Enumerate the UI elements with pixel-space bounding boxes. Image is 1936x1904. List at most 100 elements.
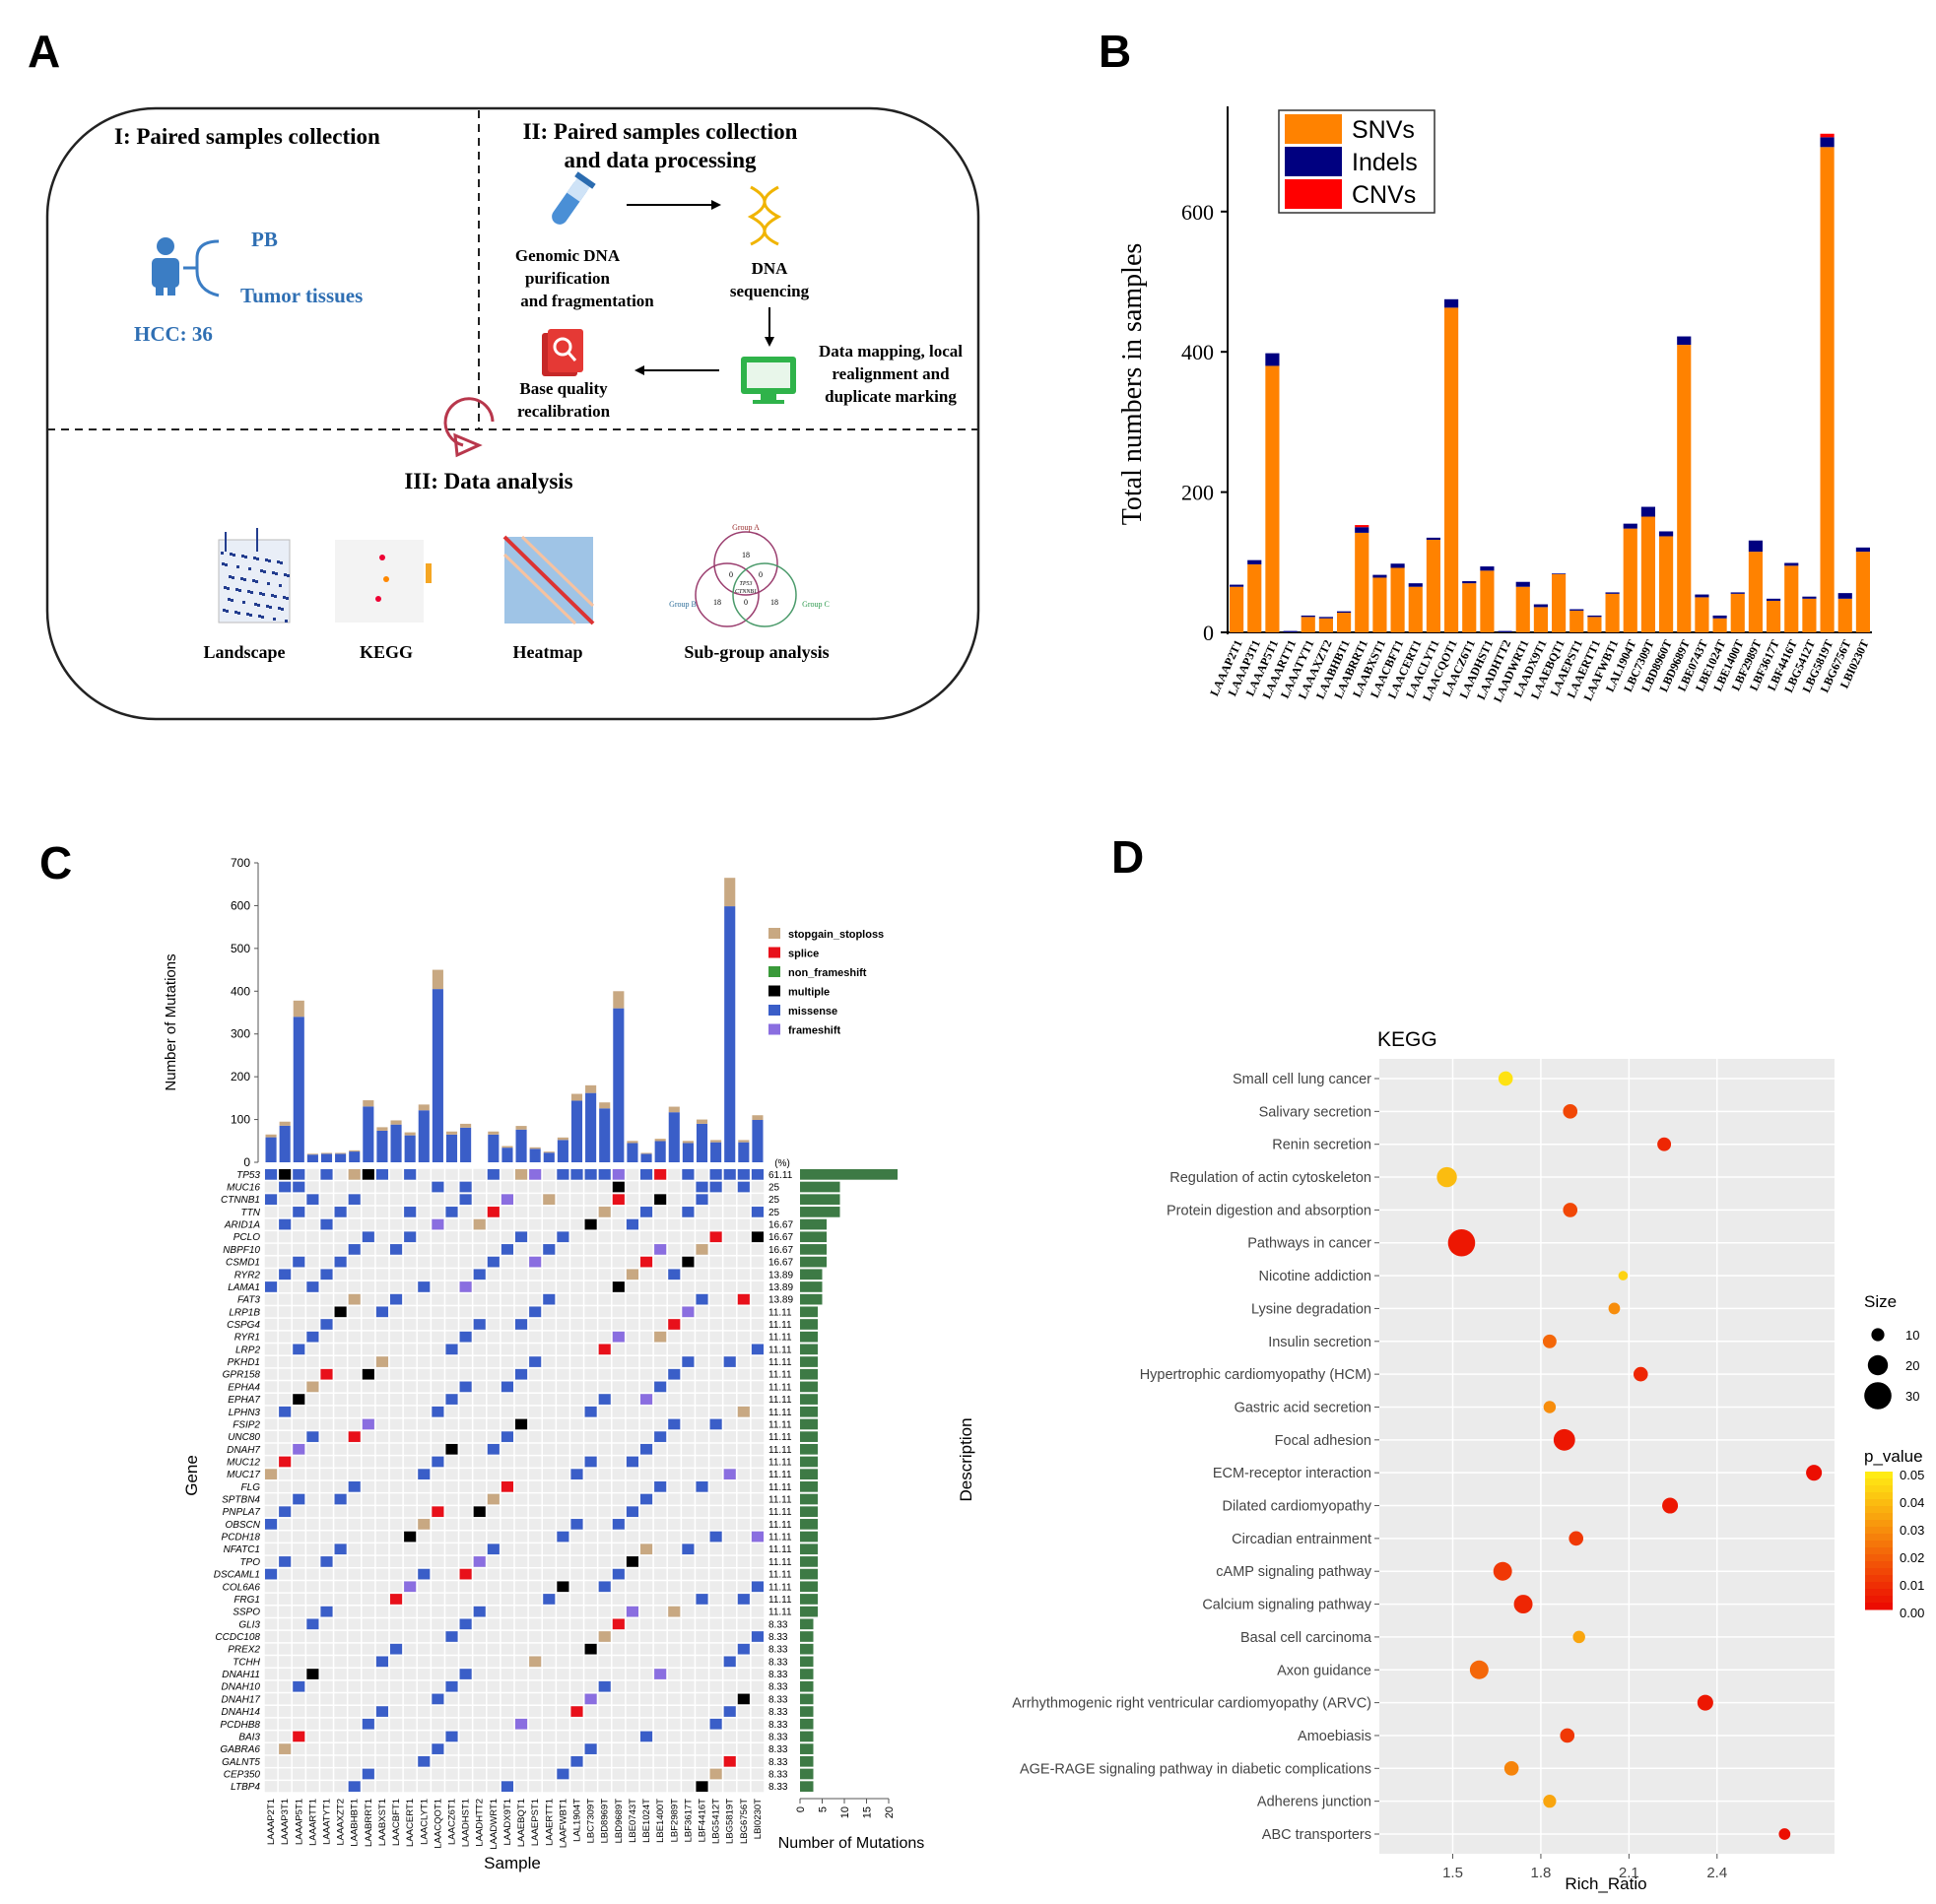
term-label: Adherens junction: [1257, 1795, 1371, 1810]
mutation-cell: [362, 1718, 374, 1730]
mutation-cell: [501, 1381, 513, 1393]
sample-bar-missense: [265, 1137, 277, 1162]
gene-label: LTBP4: [231, 1782, 260, 1793]
mutation-cell: [598, 1394, 611, 1405]
sample-bar-missense: [640, 1153, 652, 1162]
enrichment-point: [1493, 1561, 1512, 1581]
landscape-cell: [260, 569, 263, 572]
gene-label: PCDHB8: [220, 1720, 260, 1731]
landscape-cell: [275, 572, 278, 575]
panel-b-ylabel: Total numbers in samples: [1117, 243, 1148, 526]
mutation-cell: [737, 1643, 750, 1655]
mutation-cell: [682, 1169, 695, 1180]
gene-percent: 25: [768, 1183, 780, 1194]
mutation-cell: [612, 1181, 625, 1193]
sample-bar-missense: [654, 1141, 666, 1162]
kegg-thumbnail: [335, 540, 432, 623]
gene-label: MUC16: [227, 1183, 260, 1194]
mutation-cell: [696, 1293, 708, 1305]
x-tick-label: 2.4: [1706, 1865, 1727, 1881]
gene-percent: 61.11: [768, 1170, 793, 1181]
gene-count-bar: [800, 1543, 818, 1555]
mutation-cell: [404, 1531, 417, 1543]
mutation-cell: [473, 1319, 486, 1330]
mutation-cell: [612, 1281, 625, 1292]
gene-label: DNAH14: [222, 1707, 261, 1718]
venn-number: 0: [744, 598, 748, 607]
sample-bar-stopgain: [710, 1140, 722, 1143]
enrichment-point: [1447, 1228, 1476, 1257]
sample-label: LAAATYT1: [322, 1799, 333, 1845]
landscape-cell: [240, 577, 243, 580]
mutation-cell: [598, 1631, 611, 1642]
panel-label-a: A: [28, 26, 60, 77]
mutation-cell: [751, 1581, 764, 1593]
dna-purification-line2: purification: [525, 269, 610, 288]
mutation-cell: [501, 1244, 513, 1255]
mutation-cell: [293, 1169, 305, 1180]
mutation-cell: [584, 1693, 597, 1705]
gene-label: TTN: [241, 1208, 261, 1218]
gene-label: LPHN3: [229, 1408, 261, 1418]
sample-bar-stopgain: [376, 1127, 388, 1131]
gene-percent: 8.33: [768, 1720, 788, 1731]
bar-snvs: [1515, 586, 1530, 632]
sample-bar-missense: [488, 1134, 500, 1162]
sample-bar-missense: [320, 1153, 333, 1162]
landscape-cell: [248, 567, 251, 570]
landscape-cell: [253, 557, 256, 559]
panel-label-c: C: [39, 837, 72, 888]
legend-label: multiple: [788, 987, 830, 999]
bar-y-tick-label: 500: [231, 942, 250, 955]
gene-percent: 11.11: [768, 1544, 792, 1555]
enrichment-point: [1608, 1302, 1621, 1315]
bar-snvs: [1820, 147, 1835, 632]
sample-bar-missense: [682, 1143, 694, 1162]
landscape-cell: [280, 561, 283, 564]
landscape-cell: [243, 578, 246, 581]
mutation-cell: [404, 1231, 417, 1243]
gene-count-bar: [800, 1481, 818, 1492]
bar-indels: [1480, 566, 1495, 571]
term-label: Dilated cardiomyopathy: [1222, 1499, 1371, 1515]
gene-percent: 8.33: [768, 1670, 788, 1680]
sample-label: LAABRRT1: [364, 1799, 374, 1847]
mutation-cell: [265, 1568, 278, 1580]
sample-bar-stopgain: [613, 991, 625, 1009]
mutation-cell: [473, 1269, 486, 1280]
y-tick-label: 200: [1181, 481, 1214, 505]
mutation-cell: [668, 1319, 681, 1330]
sample-bar-stopgain: [265, 1134, 277, 1138]
sample-bar-stopgain: [640, 1152, 652, 1154]
gene-count-bar: [800, 1344, 818, 1355]
mutation-cell: [543, 1594, 556, 1605]
mutation-cell: [487, 1256, 500, 1268]
x-tick-label: 1.5: [1442, 1865, 1463, 1881]
bar-indels: [1730, 592, 1745, 594]
bar-indels: [1355, 527, 1369, 533]
colorbar-segment: [1865, 1541, 1893, 1548]
gene-count-bar: [800, 1406, 818, 1417]
mutation-cell: [723, 1706, 736, 1717]
landscape-cell: [230, 553, 233, 556]
sample-label: LAAEPST1: [530, 1799, 541, 1846]
gene-label: FAT3: [237, 1295, 260, 1306]
mutation-cell: [598, 1581, 611, 1593]
landscape-cell: [244, 556, 247, 558]
landscape-cell: [231, 599, 234, 602]
mutation-cell: [390, 1643, 403, 1655]
bar-y-tick-label: 400: [231, 984, 250, 998]
gene-percent: 8.33: [768, 1682, 788, 1693]
sample-label: LAAARTT1: [307, 1799, 318, 1846]
gene-percent: 16.67: [768, 1220, 793, 1231]
bar-indels: [1301, 615, 1315, 618]
gene-label: LRP2: [235, 1345, 260, 1355]
gene-percent: 11.11: [768, 1357, 792, 1368]
step3-title: III: Data analysis: [404, 469, 572, 493]
mutation-cell: [445, 1680, 458, 1692]
gene-label: CSMD1: [226, 1258, 260, 1269]
mutation-cell: [654, 1169, 667, 1180]
mutation-cell: [348, 1431, 361, 1442]
gene-count-bar: [800, 1306, 818, 1318]
mutation-cell: [696, 1194, 708, 1206]
